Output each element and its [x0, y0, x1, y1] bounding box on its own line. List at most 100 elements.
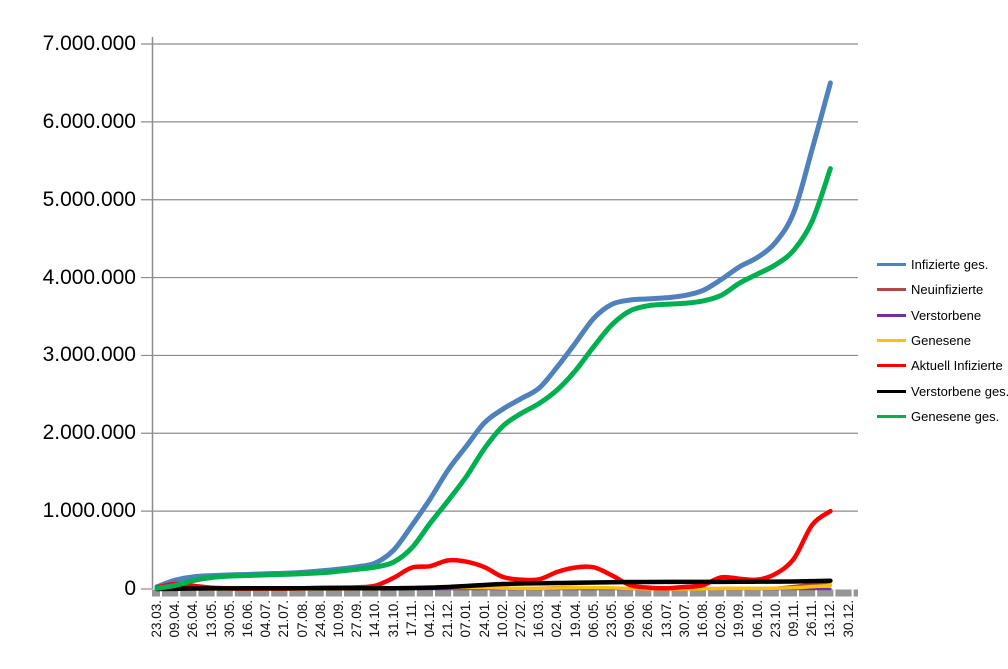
- x-axis-tick-gap: [560, 589, 563, 597]
- y-axis-tick-label: 5.000.000: [42, 187, 136, 211]
- y-axis-tick-label: 0: [124, 577, 136, 600]
- x-axis-tick-label: 06.05.: [585, 600, 601, 638]
- series-line-6: [154, 166, 833, 591]
- x-axis-tick-gap: [542, 589, 545, 597]
- x-axis-tick-label: 06.10.: [749, 600, 765, 638]
- x-axis-tick-label: 19.09.: [731, 600, 747, 638]
- legend-line-sample: [877, 339, 906, 343]
- x-axis-tick-gap: [160, 589, 162, 597]
- x-axis-tick-label: 04.07.: [258, 600, 274, 638]
- legend-line-sample: [877, 414, 906, 418]
- y-axis-tick-label: 3.000.000: [42, 343, 136, 367]
- x-axis-tick-gap: [378, 589, 381, 597]
- x-axis-tick-label: 27.09.: [349, 600, 365, 638]
- legend-line-sample: [877, 389, 906, 393]
- x-axis-tick-label: 07.01.: [458, 600, 474, 638]
- legend-item-0: Infizierte ges.: [877, 252, 1008, 277]
- x-axis-tick-gap: [451, 589, 454, 597]
- x-axis-tick-label: 23.10.: [767, 600, 783, 638]
- legend-line-sample: [877, 263, 906, 267]
- x-axis-tick-gap: [469, 589, 472, 597]
- x-axis-tick-label: 10.02.: [494, 600, 510, 638]
- x-axis-tick-label: 27.02.: [513, 600, 528, 638]
- x-axis-tick-gap: [524, 589, 526, 597]
- x-axis-tick-gap: [669, 589, 672, 597]
- x-axis-tick-gap: [615, 589, 617, 597]
- x-axis-tick-gap: [742, 589, 745, 597]
- legend-item-1: Neuinfizierte: [877, 277, 1008, 302]
- x-axis-tick-label: 09.04.: [167, 600, 183, 638]
- legend-label: Verstorbene ges.: [911, 383, 1008, 399]
- legend-item-4: Aktuell Infizierte: [877, 353, 1008, 378]
- legend-item-6: Genesene ges.: [877, 404, 1008, 429]
- x-axis-tick-label: 26.04.: [185, 600, 201, 638]
- legend-line-sample: [877, 313, 906, 317]
- y-axis-tick-label: 6.000.000: [42, 109, 136, 133]
- x-axis-tick-gap: [232, 589, 235, 597]
- y-axis-tick-label: 2.000.000: [42, 421, 136, 445]
- x-axis-tick-label: 26.11.: [804, 600, 820, 637]
- series-line-5: [154, 578, 833, 592]
- x-axis-tick-label: 30.05.: [221, 600, 237, 638]
- x-axis-tick-gap: [706, 589, 708, 597]
- x-axis-tick-label: 14.10.: [367, 600, 383, 638]
- x-axis-tick-label: 16.08.: [695, 600, 710, 638]
- x-axis-tick-label: 21.12.: [440, 600, 456, 638]
- legend-label: Genesene: [911, 333, 971, 349]
- x-axis-tick-label: 16.06.: [240, 600, 255, 638]
- x-axis-tick-gap: [505, 589, 508, 597]
- x-axis-tick-gap: [214, 589, 217, 597]
- x-axis-tick-label: 13.05.: [203, 600, 219, 638]
- x-axis-tick-label: 19.04.: [567, 600, 583, 638]
- x-axis-tick-gap: [687, 589, 690, 597]
- x-axis-tick-label: 30.07.: [676, 600, 692, 638]
- legend-label: Genesene ges.: [911, 408, 1000, 424]
- x-axis-tick-gap: [414, 589, 417, 597]
- x-axis-tick-gap: [797, 589, 799, 597]
- legend-line-sample: [877, 288, 906, 292]
- x-axis-tick-gap: [633, 589, 636, 597]
- x-axis-tick-label: 09.11.: [786, 600, 801, 637]
- legend-label: Neuinfizierte: [911, 282, 984, 298]
- x-axis-band: [152, 589, 858, 597]
- x-axis-tick-gap: [487, 589, 490, 597]
- x-axis-tick-label: 23.03.: [149, 600, 164, 638]
- x-axis-tick-label: 17.11.: [403, 600, 419, 637]
- x-axis-tick-label: 31.10.: [385, 600, 401, 638]
- legend: Infizierte ges. Neuinfizierte Verstorbene G…: [877, 252, 1008, 429]
- x-axis-tick-gap: [596, 589, 599, 597]
- legend-item-5: Verstorbene ges.: [877, 378, 1008, 403]
- x-axis-tick-gap: [778, 589, 781, 597]
- y-axis-tick-label: 1.000.000: [42, 499, 136, 523]
- x-axis-tick-label: 09.06.: [622, 600, 638, 638]
- x-axis-tick-gap: [269, 589, 272, 597]
- x-axis-tick-gap: [178, 589, 181, 597]
- legend-label: Infizierte ges.: [911, 257, 989, 273]
- legend-item-3: Genesene: [877, 328, 1008, 353]
- x-axis-tick-gap: [342, 589, 344, 597]
- x-axis-tick-label: 02.04.: [549, 600, 565, 638]
- x-axis-tick-gap: [251, 589, 253, 597]
- x-axis-tick-label: 24.08.: [312, 600, 328, 638]
- x-axis-tick-gap: [833, 589, 836, 597]
- x-axis-tick-gap: [851, 589, 854, 597]
- x-axis-tick-gap: [360, 589, 363, 597]
- x-axis-tick-gap: [196, 589, 199, 597]
- x-axis-tick-gap: [323, 589, 326, 597]
- legend-line-sample: [877, 364, 906, 368]
- x-axis-tick-label: 26.06.: [640, 600, 656, 638]
- x-axis-tick-gap: [760, 589, 763, 597]
- legend-item-2: Verstorbene: [877, 303, 1008, 328]
- x-axis-tick-label: 24.01.: [476, 600, 492, 638]
- x-axis-tick-gap: [815, 589, 818, 597]
- legend-label: Verstorbene: [911, 307, 982, 323]
- x-axis-tick-label: 04.12.: [422, 600, 437, 638]
- y-axis-tick-label: 7.000.000: [42, 32, 136, 55]
- x-axis-tick-gap: [651, 589, 654, 597]
- x-axis-tick-gap: [724, 589, 727, 597]
- x-axis-tick-label: 10.09.: [331, 600, 346, 638]
- x-axis-tick-gap: [305, 589, 308, 597]
- x-axis-tick-label: 21.07.: [276, 600, 292, 638]
